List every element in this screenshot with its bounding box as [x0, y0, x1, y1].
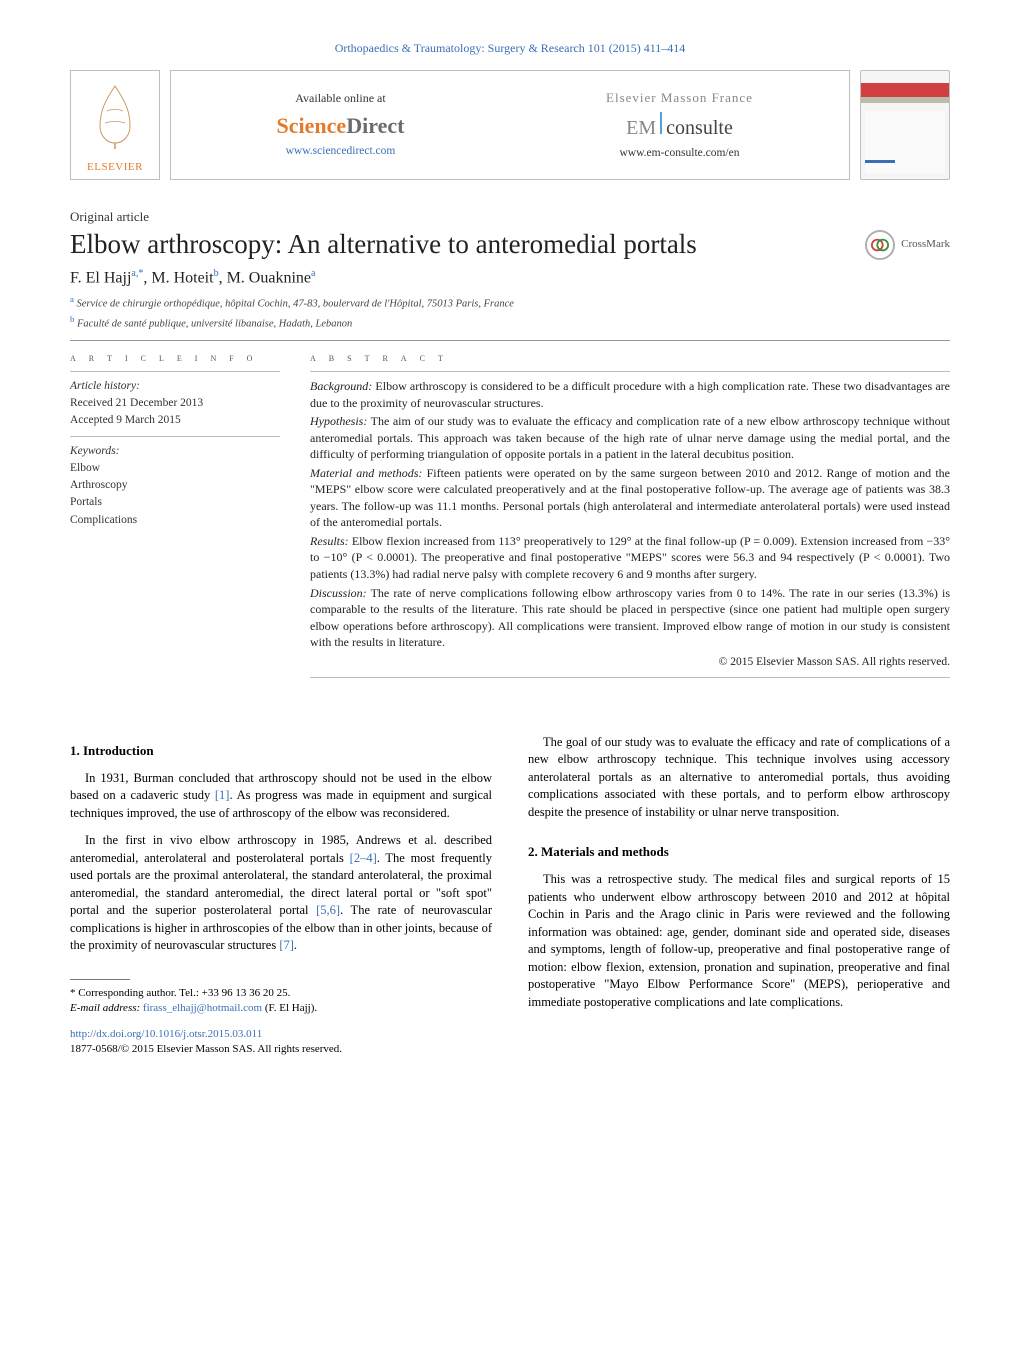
- abs-background-lead: Background:: [310, 379, 372, 393]
- emconsulte-logo: EM consulte: [626, 112, 733, 142]
- history-heading: Article history:: [70, 378, 280, 395]
- body-right-column: The goal of our study was to evaluate th…: [528, 734, 950, 1058]
- article-info-column: a r t i c l e i n f o Article history: R…: [70, 349, 280, 684]
- corresponding-author-footnote: * Corresponding author. Tel.: +33 96 13 …: [70, 986, 492, 1017]
- crossmark-icon: [871, 236, 889, 254]
- doi-link[interactable]: http://dx.doi.org/10.1016/j.otsr.2015.03…: [70, 1027, 492, 1042]
- journal-reference: Orthopaedics & Traumatology: Surgery & R…: [70, 40, 950, 56]
- header-mid: Available online at ScienceDirect www.sc…: [170, 70, 850, 180]
- em-bar-icon: [660, 112, 662, 134]
- keyword-item: Arthroscopy: [70, 477, 280, 494]
- sciencedirect-logo: ScienceDirect: [277, 111, 405, 141]
- elsevier-tree-icon: [85, 81, 145, 151]
- emconsulte-url[interactable]: www.em-consulte.com/en: [620, 146, 740, 162]
- doi-block: http://dx.doi.org/10.1016/j.otsr.2015.03…: [70, 1027, 492, 1058]
- article-title: Elbow arthroscopy: An alternative to ant…: [70, 228, 697, 262]
- abs-hypothesis: The aim of our study was to evaluate the…: [310, 414, 950, 461]
- abs-results: Elbow flexion increased from 113° preope…: [310, 534, 950, 581]
- keywords-heading: Keywords:: [70, 445, 119, 457]
- intro-para-1: In 1931, Burman concluded that arthrosco…: [70, 770, 492, 823]
- header-row: ELSEVIER Available online at ScienceDire…: [70, 70, 950, 180]
- journal-cover-thumb: [860, 70, 950, 180]
- em-text: EM: [626, 115, 656, 142]
- consulte-text: consulte: [666, 115, 733, 142]
- divider: [70, 340, 950, 341]
- article-history: Article history: Received 21 December 20…: [70, 378, 280, 430]
- abstract-label: a b s t r a c t: [310, 349, 950, 365]
- issn-copyright: 1877-0568/© 2015 Elsevier Masson SAS. Al…: [70, 1042, 492, 1057]
- sciencedirect-url[interactable]: www.sciencedirect.com: [286, 144, 396, 160]
- abs-results-lead: Results:: [310, 534, 349, 548]
- history-received: Received 21 December 2013: [70, 395, 280, 412]
- corr-author-email[interactable]: firass_elhajj@hotmail.com: [143, 1002, 262, 1014]
- history-accepted: Accepted 9 March 2015: [70, 412, 280, 429]
- keywords-block: Keywords: ElbowArthroscopyPortalsComplic…: [70, 443, 280, 529]
- abs-background: Elbow arthroscopy is considered to be a …: [310, 379, 950, 410]
- abs-material-lead: Material and methods:: [310, 466, 422, 480]
- crossmark-badge[interactable]: CrossMark: [865, 230, 950, 260]
- abstract-copyright: © 2015 Elsevier Masson SAS. All rights r…: [310, 655, 950, 671]
- footnote-separator: [70, 979, 130, 980]
- intro-para-2: In the first in vivo elbow arthroscopy i…: [70, 832, 492, 955]
- citation-link[interactable]: [5,6]: [316, 903, 340, 917]
- corr-author-line: * Corresponding author. Tel.: +33 96 13 …: [70, 986, 492, 1001]
- abstract-text: Background: Elbow arthroscopy is conside…: [310, 378, 950, 671]
- keyword-item: Complications: [70, 512, 280, 529]
- divider: [70, 436, 280, 437]
- abs-discussion-lead: Discussion:: [310, 586, 367, 600]
- divider: [310, 371, 950, 372]
- corr-author-who: (F. El Hajj).: [265, 1002, 317, 1014]
- citation-link[interactable]: [7]: [279, 938, 294, 952]
- available-online-label: Available online at: [295, 90, 385, 106]
- section-heading-mm: 2. Materials and methods: [528, 843, 950, 861]
- intro-para-3: The goal of our study was to evaluate th…: [528, 734, 950, 822]
- sd-direct: Direct: [346, 113, 404, 138]
- divider: [310, 677, 950, 678]
- affiliations: a Service de chirurgie orthopédique, hôp…: [70, 293, 950, 331]
- sd-science: Science: [277, 113, 347, 138]
- email-label: E-mail address:: [70, 1002, 140, 1014]
- abs-hypothesis-lead: Hypothesis:: [310, 414, 367, 428]
- divider: [70, 371, 280, 372]
- elsevier-wordmark: ELSEVIER: [87, 160, 143, 175]
- elsevier-masson-label: Elsevier Masson France: [606, 89, 753, 107]
- article-type: Original article: [70, 208, 950, 226]
- abstract-column: a b s t r a c t Background: Elbow arthro…: [310, 349, 950, 684]
- elsevier-logo: ELSEVIER: [70, 70, 160, 180]
- article-info-label: a r t i c l e i n f o: [70, 349, 280, 365]
- sciencedirect-cell: Available online at ScienceDirect www.sc…: [171, 71, 510, 179]
- keyword-item: Portals: [70, 494, 280, 511]
- emconsulte-cell: Elsevier Masson France EM consulte www.e…: [510, 71, 849, 179]
- mm-para-1: This was a retrospective study. The medi…: [528, 871, 950, 1011]
- citation-link[interactable]: [2–4]: [350, 851, 377, 865]
- abs-discussion: The rate of nerve complications followin…: [310, 586, 950, 650]
- keyword-item: Elbow: [70, 460, 280, 477]
- body-left-column: 1. Introduction In 1931, Burman conclude…: [70, 734, 492, 1058]
- section-heading-intro: 1. Introduction: [70, 742, 492, 760]
- crossmark-label: CrossMark: [901, 237, 950, 252]
- authors: F. El Hajja,*, M. Hoteitb, M. Ouakninea: [70, 267, 950, 289]
- citation-link[interactable]: [1]: [215, 788, 230, 802]
